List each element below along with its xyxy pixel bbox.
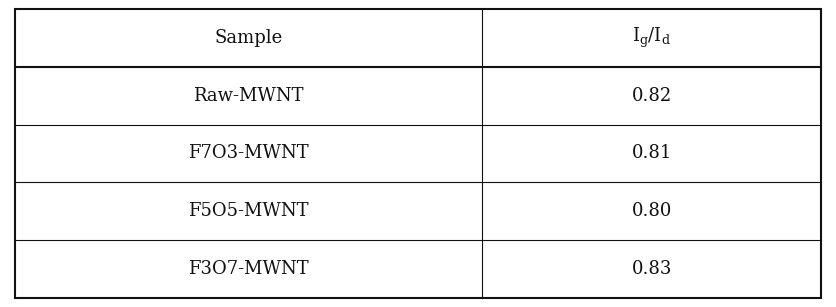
Text: 0.83: 0.83 xyxy=(631,260,672,278)
Text: F3O7-MWNT: F3O7-MWNT xyxy=(188,260,309,278)
Text: Sample: Sample xyxy=(215,29,283,47)
Text: I$_\mathregular{g}$/I$_\mathregular{d}$: I$_\mathregular{g}$/I$_\mathregular{d}$ xyxy=(632,26,671,50)
Text: 0.81: 0.81 xyxy=(631,145,672,162)
Text: F7O3-MWNT: F7O3-MWNT xyxy=(188,145,309,162)
Text: 0.82: 0.82 xyxy=(631,87,672,105)
Text: Raw-MWNT: Raw-MWNT xyxy=(193,87,304,105)
Text: 0.80: 0.80 xyxy=(631,202,672,220)
Text: F5O5-MWNT: F5O5-MWNT xyxy=(188,202,309,220)
